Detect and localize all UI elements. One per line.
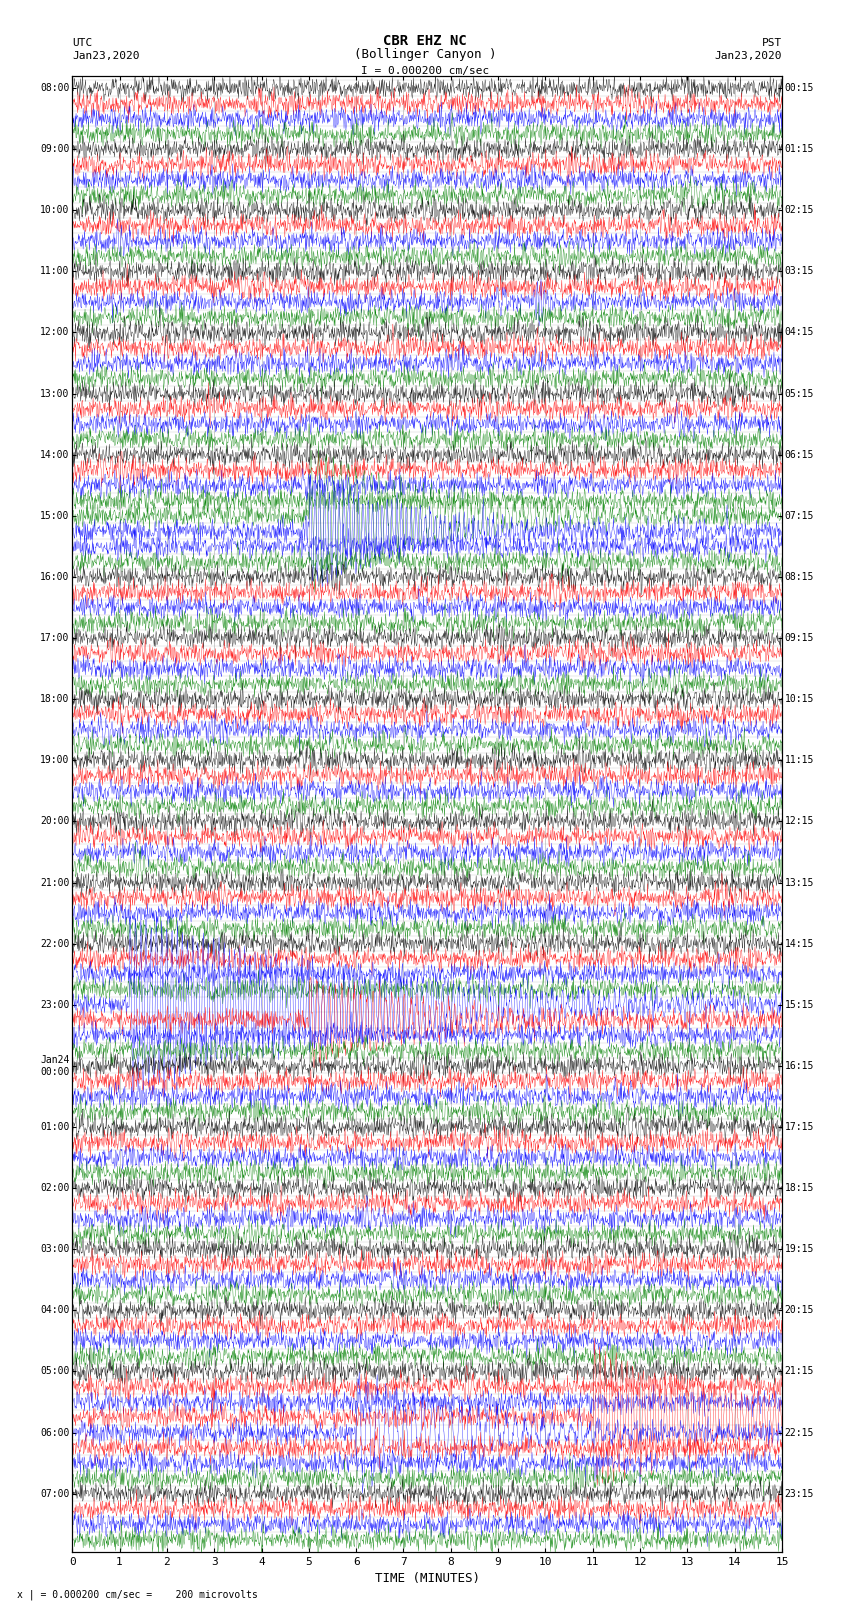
Text: CBR EHZ NC: CBR EHZ NC	[383, 34, 467, 48]
Text: PST: PST	[762, 39, 782, 48]
Text: Jan23,2020: Jan23,2020	[72, 52, 139, 61]
Text: I = 0.000200 cm/sec: I = 0.000200 cm/sec	[361, 66, 489, 76]
Text: (Bollinger Canyon ): (Bollinger Canyon )	[354, 48, 496, 61]
Text: x | = 0.000200 cm/sec =    200 microvolts: x | = 0.000200 cm/sec = 200 microvolts	[17, 1589, 258, 1600]
Text: Jan23,2020: Jan23,2020	[715, 52, 782, 61]
Text: UTC: UTC	[72, 39, 93, 48]
X-axis label: TIME (MINUTES): TIME (MINUTES)	[375, 1573, 479, 1586]
